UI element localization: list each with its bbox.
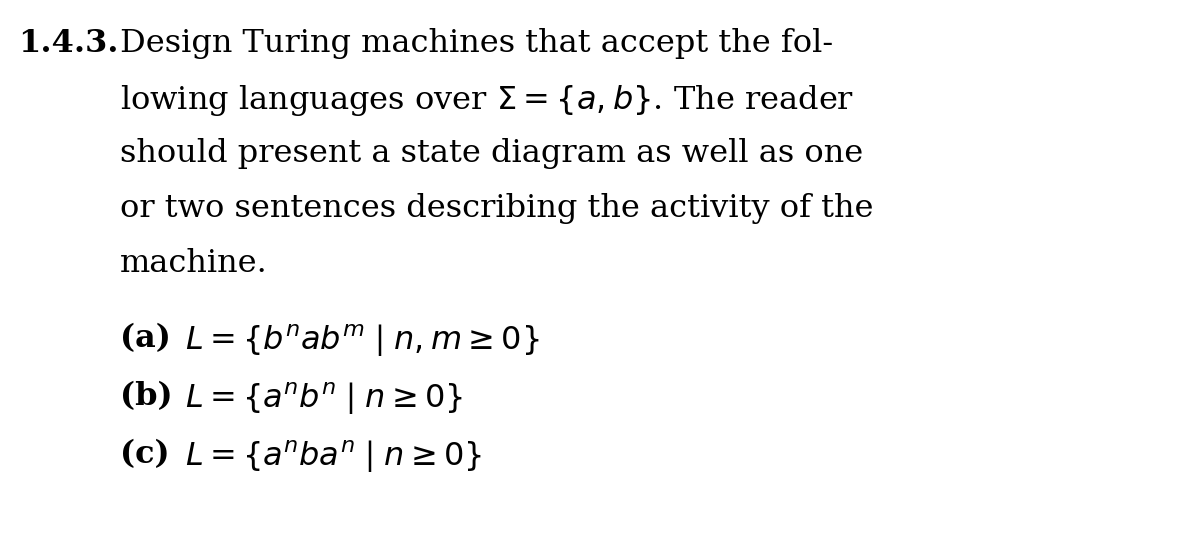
Text: Design Turing machines that accept the fol-: Design Turing machines that accept the f… — [120, 28, 833, 59]
Text: should present a state diagram as well as one: should present a state diagram as well a… — [120, 138, 863, 169]
Text: lowing languages over $\Sigma = \{a, b\}$. The reader: lowing languages over $\Sigma = \{a, b\}… — [120, 83, 854, 118]
Text: $L = \{a^n b a^n \mid n \geq 0\}$: $L = \{a^n b a^n \mid n \geq 0\}$ — [185, 439, 482, 475]
Text: (c): (c) — [120, 439, 169, 470]
Text: (b): (b) — [120, 381, 173, 412]
Text: $L = \{b^n ab^m \mid n, m \geq 0\}$: $L = \{b^n ab^m \mid n, m \geq 0\}$ — [185, 323, 540, 359]
Text: (a): (a) — [120, 323, 170, 354]
Text: 1.4.3.: 1.4.3. — [18, 28, 119, 59]
Text: machine.: machine. — [120, 248, 268, 279]
Text: $L = \{a^n b^n \mid n \geq 0\}$: $L = \{a^n b^n \mid n \geq 0\}$ — [185, 381, 463, 417]
Text: or two sentences describing the activity of the: or two sentences describing the activity… — [120, 193, 874, 224]
